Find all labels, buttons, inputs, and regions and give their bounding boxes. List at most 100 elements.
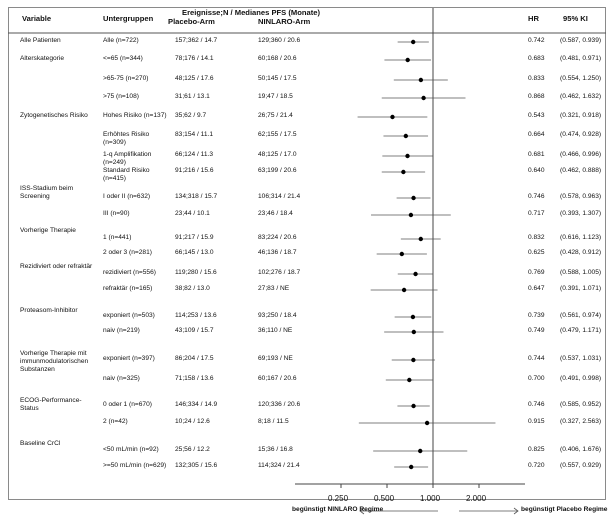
favors-ninlaro-arrowhead — [359, 507, 365, 515]
header-ci: 95% KI — [563, 14, 588, 23]
hr-point — [421, 95, 426, 101]
ci-value: (0.474, 0.928) — [560, 131, 602, 138]
placebo-value: 43;109 / 15.7 — [175, 327, 214, 334]
variable-label: Proteasom-Inhibitor — [20, 307, 78, 314]
ci-value: (0.557, 0.929) — [560, 462, 602, 469]
variable-label: Vorherige Therapie — [20, 227, 76, 234]
ci-value: (0.479, 1.171) — [560, 327, 602, 334]
subgroup-label: 1-q Amplifikation (n=249) — [103, 151, 152, 166]
hr-point — [411, 357, 416, 363]
variable-label: Alterskategorie — [20, 55, 64, 62]
hr-value: 0.746 — [528, 193, 545, 200]
ninlaro-value: 8;18 / 11.5 — [258, 418, 289, 425]
hr-value: 0.717 — [528, 210, 545, 217]
ci-value: (0.578, 0.963) — [560, 193, 602, 200]
variable-label: Vorherige Therapie mit immunmodulatorisc… — [20, 350, 89, 373]
hr-point — [408, 464, 414, 470]
hr-value: 0.833 — [528, 75, 545, 82]
placebo-value: 132;305 / 15.6 — [175, 462, 218, 469]
favors-placebo-arrowhead — [513, 507, 519, 515]
subgroup-label: 2 (n=42) — [103, 418, 128, 425]
x-tick-label: 1.000 — [420, 494, 441, 503]
ninlaro-value: 93;250 / 18.4 — [258, 312, 297, 319]
hr-value: 0.683 — [528, 55, 545, 62]
subgroup-label: <=65 (n=344) — [103, 55, 143, 62]
subgroup-label: III (n=90) — [103, 210, 130, 217]
subgroup-label: exponiert (n=397) — [103, 355, 155, 362]
ninlaro-value: 102;276 / 18.7 — [258, 269, 301, 276]
hr-value: 0.825 — [528, 446, 545, 453]
subgroup-label: naiv (n=219) — [103, 327, 140, 334]
subgroup-label: Erhöhtes Risiko (n=309) — [103, 131, 150, 146]
variable-label: Alle Patienten — [20, 37, 61, 44]
placebo-value: 71;158 / 13.6 — [175, 375, 214, 382]
ci-value: (0.321, 0.918) — [560, 112, 602, 119]
hr-value: 0.749 — [528, 327, 545, 334]
header-subgroup: Untergruppen — [103, 14, 154, 23]
placebo-value: 134;318 / 15.7 — [175, 193, 218, 200]
ci-value: (0.393, 1.307) — [560, 210, 602, 217]
ci-value: (0.406, 1.676) — [560, 446, 602, 453]
ci-value: (0.428, 0.912) — [560, 249, 602, 256]
ninlaro-value: 48;125 / 17.0 — [258, 151, 297, 158]
ci-value: (0.327, 2.563) — [560, 418, 602, 425]
ci-value: (0.481, 0.971) — [560, 55, 602, 62]
hr-point — [410, 39, 416, 45]
subgroup-label: exponiert (n=503) — [103, 312, 155, 319]
hr-value: 0.720 — [528, 462, 545, 469]
hr-point — [411, 403, 416, 409]
placebo-value: 83;154 / 11.1 — [175, 131, 214, 138]
x-tick-label: 0.500 — [374, 494, 395, 503]
subgroup-label: 2 oder 3 (n=281) — [103, 249, 152, 256]
ninlaro-value: 83;224 / 20.6 — [258, 234, 297, 241]
placebo-value: 91;217 / 15.9 — [175, 234, 214, 241]
hr-point — [405, 153, 410, 159]
hr-point — [401, 169, 406, 175]
placebo-value: 25;56 / 12.2 — [175, 446, 210, 453]
placebo-value: 10;24 / 12.6 — [175, 418, 210, 425]
favors-ninlaro-label: begünstigt NINLARO Regime — [292, 506, 384, 513]
ninlaro-value: 62;155 / 17.5 — [258, 131, 297, 138]
ci-value: (0.466, 0.996) — [560, 151, 602, 158]
placebo-value: 31;61 / 13.1 — [175, 93, 210, 100]
header-events-title: Ereignisse;N / Medianes PFS (Monate) — [182, 8, 320, 17]
x-tick-label: 0.250 — [328, 494, 349, 503]
ninlaro-value: 60;167 / 20.6 — [258, 375, 297, 382]
hr-point — [399, 251, 405, 257]
subgroup-label: >65-75 (n=270) — [103, 75, 149, 82]
ci-value: (0.491, 0.998) — [560, 375, 602, 382]
subgroup-label: Alle (n=722) — [103, 37, 139, 44]
hr-point — [407, 377, 412, 383]
placebo-value: 119;280 / 15.6 — [175, 269, 217, 276]
hr-value: 0.739 — [528, 312, 545, 319]
x-tick-label: 2.000 — [466, 494, 487, 503]
subgroup-label: >=50 mL/min (n=629) — [103, 462, 167, 469]
hr-value: 0.742 — [528, 37, 545, 44]
ci-value: (0.462, 0.888) — [560, 167, 602, 174]
ci-value: (0.616, 1.123) — [560, 234, 602, 241]
ci-value: (0.462, 1.632) — [560, 93, 602, 100]
ninlaro-value: 23;46 / 18.4 — [258, 210, 293, 217]
hr-point — [411, 195, 416, 201]
hr-value: 0.640 — [528, 167, 545, 174]
hr-point — [403, 133, 409, 139]
ci-value: (0.561, 0.974) — [560, 312, 602, 319]
ninlaro-value: 19;47 / 18.5 — [258, 93, 293, 100]
hr-value: 0.543 — [528, 112, 545, 119]
hr-point — [410, 314, 416, 320]
placebo-value: 35;62 / 9.7 — [175, 112, 207, 119]
hr-point — [413, 271, 418, 277]
placebo-value: 48;125 / 17.6 — [175, 75, 214, 82]
ninlaro-value: 114;324 / 21.4 — [258, 462, 300, 469]
placebo-value: 91;216 / 15.6 — [175, 167, 214, 174]
subgroup-label: rezidiviert (n=556) — [103, 269, 156, 276]
variable-label: Baseline CrCl — [20, 440, 61, 447]
ninlaro-value: 26;75 / 21.4 — [258, 112, 293, 119]
placebo-value: 23;44 / 10.1 — [175, 210, 210, 217]
hr-value: 0.832 — [528, 234, 545, 241]
subgroup-label: refraktär (n=165) — [103, 285, 153, 292]
subgroup-label: >75 (n=108) — [103, 93, 139, 100]
hr-point — [408, 212, 414, 218]
hr-value: 0.915 — [528, 418, 545, 425]
hr-point — [405, 57, 410, 63]
